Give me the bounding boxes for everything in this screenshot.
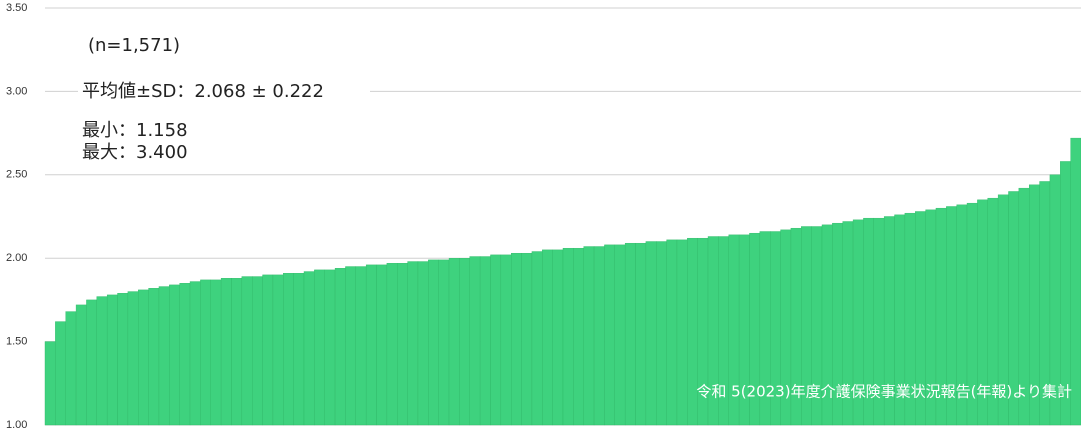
bar	[386, 263, 398, 426]
bar	[604, 244, 616, 426]
bar	[241, 276, 253, 426]
bar	[127, 291, 139, 426]
bar	[210, 279, 222, 426]
bar	[283, 273, 294, 426]
bar	[138, 289, 149, 426]
bar	[189, 281, 201, 426]
bar	[75, 304, 87, 426]
bar	[334, 268, 346, 426]
y-tick-label: 1.50	[6, 336, 27, 348]
y-tick-label: 2.00	[6, 252, 27, 264]
label-background	[78, 78, 370, 104]
bar	[179, 283, 191, 426]
bar	[303, 271, 315, 426]
bar	[272, 274, 284, 426]
bar	[438, 259, 450, 426]
bar	[428, 259, 439, 426]
bar	[459, 258, 470, 426]
y-tick-label: 1.00	[6, 419, 27, 430]
bar	[158, 286, 170, 426]
bar	[200, 279, 211, 426]
bar	[293, 273, 305, 426]
y-tick-label: 3.50	[6, 2, 27, 14]
bar	[635, 242, 647, 426]
bar	[417, 261, 429, 426]
bar	[656, 241, 667, 426]
bar	[376, 264, 388, 426]
bar	[624, 242, 636, 426]
bar	[96, 296, 108, 426]
bar	[479, 256, 491, 426]
bar	[500, 254, 512, 426]
bar	[676, 239, 688, 426]
bar	[448, 258, 460, 426]
bar	[251, 276, 263, 426]
bar	[345, 266, 357, 426]
annotation: (n=1,571)	[88, 35, 180, 56]
bar	[220, 278, 232, 426]
bar	[562, 247, 574, 426]
bar	[407, 261, 419, 426]
bar	[397, 263, 408, 426]
bars	[44, 137, 1081, 426]
bar	[44, 341, 56, 426]
bar	[1070, 137, 1081, 426]
bar	[593, 246, 605, 426]
annotation: 最小：1.158	[82, 120, 188, 141]
source-note: 令和 5(2023)年度介護保険事業状況報告(年報)より集計	[696, 383, 1072, 401]
bar	[614, 244, 626, 426]
bar	[86, 299, 98, 426]
y-tick-label: 2.50	[6, 169, 27, 181]
bar	[666, 239, 678, 426]
bar	[365, 264, 377, 426]
bar	[490, 254, 502, 426]
bar	[65, 311, 77, 426]
bar	[469, 256, 481, 426]
bar	[511, 252, 522, 426]
annotation: 平均値±SD：2.068 ± 0.222	[82, 81, 324, 102]
bar	[106, 294, 118, 426]
bar	[55, 321, 66, 426]
bar	[117, 293, 129, 426]
bar	[573, 247, 584, 426]
bar	[148, 288, 160, 426]
bar	[355, 266, 367, 426]
bar	[531, 251, 543, 426]
bar	[324, 269, 336, 426]
y-axis: 1.00 1.50 2.00 2.50 3.00 3.50	[6, 2, 27, 430]
annotation: 最大：3.400	[82, 142, 188, 163]
y-tick-label: 3.00	[6, 85, 27, 97]
bar	[231, 278, 243, 426]
bar	[583, 246, 595, 426]
bar	[169, 284, 180, 426]
bar	[262, 274, 274, 426]
bar	[645, 241, 657, 426]
bar	[552, 249, 564, 426]
bar	[314, 269, 325, 426]
bar	[521, 252, 533, 426]
bar	[542, 249, 553, 426]
